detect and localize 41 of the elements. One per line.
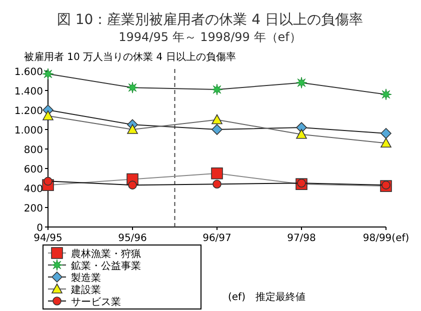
point bbox=[296, 128, 307, 139]
legend-label: 鉱業・公益事業 bbox=[71, 260, 141, 272]
y-tick-label: 200 bbox=[24, 204, 43, 214]
x-tick-label: 94/95 bbox=[34, 233, 62, 244]
point bbox=[42, 110, 54, 120]
point bbox=[212, 124, 222, 135]
legend-label: 農林漁業・狩猟 bbox=[71, 248, 141, 260]
x-tick-label: 96/97 bbox=[202, 233, 232, 244]
text: (ef) 推定最終値 bbox=[228, 291, 306, 303]
y-tick-label: 600 bbox=[24, 164, 43, 176]
point bbox=[211, 84, 223, 96]
point bbox=[212, 180, 222, 188]
point bbox=[127, 124, 138, 134]
y-tick-label: 1.000 bbox=[14, 126, 43, 136]
point bbox=[380, 138, 392, 148]
chart-title: 図 10：産業別被雇用者の休業 4 日以上の負傷率 bbox=[56, 12, 364, 28]
point bbox=[126, 82, 138, 94]
point bbox=[296, 122, 307, 133]
y-tick-label: 1.400 bbox=[14, 86, 43, 98]
legend-label: サービス業 bbox=[71, 296, 121, 308]
point bbox=[380, 88, 392, 100]
y-tick-label: 1.600 bbox=[14, 67, 43, 78]
y-tick-label: 1.200 bbox=[14, 106, 43, 117]
y-tick-label: 400 bbox=[24, 184, 43, 195]
y-tick-label: 800 bbox=[24, 145, 43, 156]
y-tick-label: 0 bbox=[36, 223, 43, 234]
point bbox=[382, 180, 390, 190]
legend-label: 製造業 bbox=[71, 272, 101, 284]
x-tick-label: 98/99(ef) bbox=[362, 233, 410, 244]
x-tick-label: 95/96 bbox=[118, 233, 147, 244]
point bbox=[42, 68, 54, 80]
point bbox=[296, 76, 308, 88]
chart-subtitle: 1994/95 年～ 1998/99 年（ef） bbox=[118, 30, 302, 44]
point bbox=[128, 180, 137, 190]
y-axis-title: 被雇用者 10 万人当りの休業 4 日以上の負傷率 bbox=[24, 51, 236, 63]
point bbox=[380, 128, 392, 139]
point bbox=[211, 167, 223, 180]
legend-label: 建設業 bbox=[70, 284, 101, 296]
x-tick-label: 97/98 bbox=[287, 233, 316, 244]
point bbox=[44, 176, 52, 186]
point bbox=[212, 114, 222, 124]
